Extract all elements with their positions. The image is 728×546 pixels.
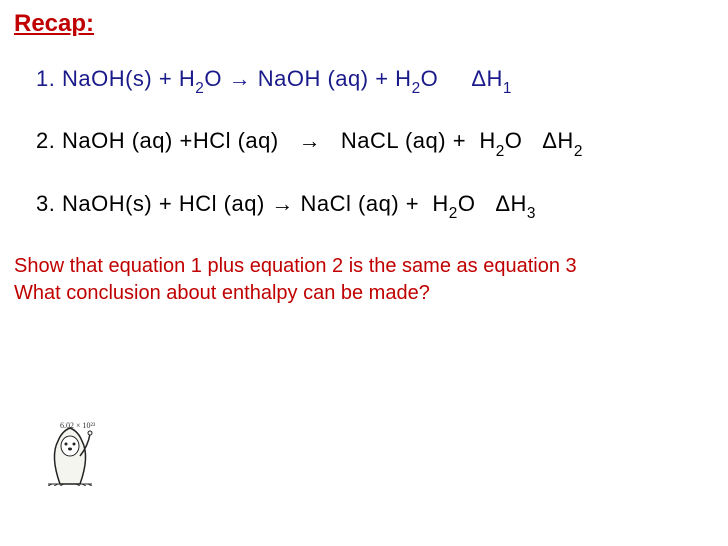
eq3-delta-h: ΔH3 [495, 191, 536, 216]
equation-3: 3. NaOH(s) + HCl (aq) → NaCl (aq) + H2O … [36, 191, 714, 221]
eq3-plus-2: + [406, 191, 419, 216]
eq3-plus-1: + [159, 191, 172, 216]
eq3-reactant-2: HCl (aq) [179, 191, 265, 216]
eq2-plus-1: + [179, 128, 192, 153]
eq1-reactant-1: NaOH(s) [62, 66, 152, 91]
recap-title: Recap: [14, 10, 714, 38]
eq3-reactant-1: NaOH(s) [62, 191, 152, 216]
eq3-product-2: H2O [432, 191, 475, 216]
arrow-icon: → [229, 66, 252, 91]
mole-character-icon: 6.02 × 10²³ [30, 416, 120, 486]
eq3-num: 3. [36, 191, 55, 216]
question-1: Show that equation 1 plus equation 2 is … [14, 253, 714, 280]
equation-1: 1. NaOH(s) + H2O → NaOH (aq) + H2O ΔH1 [36, 66, 714, 96]
arrow-icon: → [299, 128, 322, 153]
svg-text:6.02 × 10²³: 6.02 × 10²³ [60, 421, 96, 430]
eq1-product-2: H2O [395, 66, 438, 91]
equation-2: 2. NaOH (aq) +HCl (aq) → NaCL (aq) + H2O… [36, 128, 714, 158]
eq1-num: 1. [36, 66, 55, 91]
eq2-delta-h: ΔH2 [542, 128, 583, 153]
eq2-num: 2. [36, 128, 55, 153]
eq1-product-1: NaOH (aq) [258, 66, 369, 91]
eq1-plus-1: + [159, 66, 172, 91]
eq2-product-1: NaCL (aq) [341, 128, 446, 153]
eq1-delta-h: ΔH1 [471, 66, 512, 91]
questions-block: Show that equation 1 plus equation 2 is … [14, 253, 714, 307]
eq3-product-1: NaCl (aq) [301, 191, 400, 216]
eq2-product-2: H2O [479, 128, 522, 153]
eq2-reactant-2: HCl (aq) [193, 128, 279, 153]
eq2-plus-2: + [453, 128, 466, 153]
question-2: What conclusion about enthalpy can be ma… [14, 280, 714, 307]
arrow-icon: → [271, 191, 294, 216]
eq1-reactant-2: H2O [179, 66, 222, 91]
eq1-plus-2: + [375, 66, 388, 91]
eq2-reactant-1: NaOH (aq) [62, 128, 173, 153]
